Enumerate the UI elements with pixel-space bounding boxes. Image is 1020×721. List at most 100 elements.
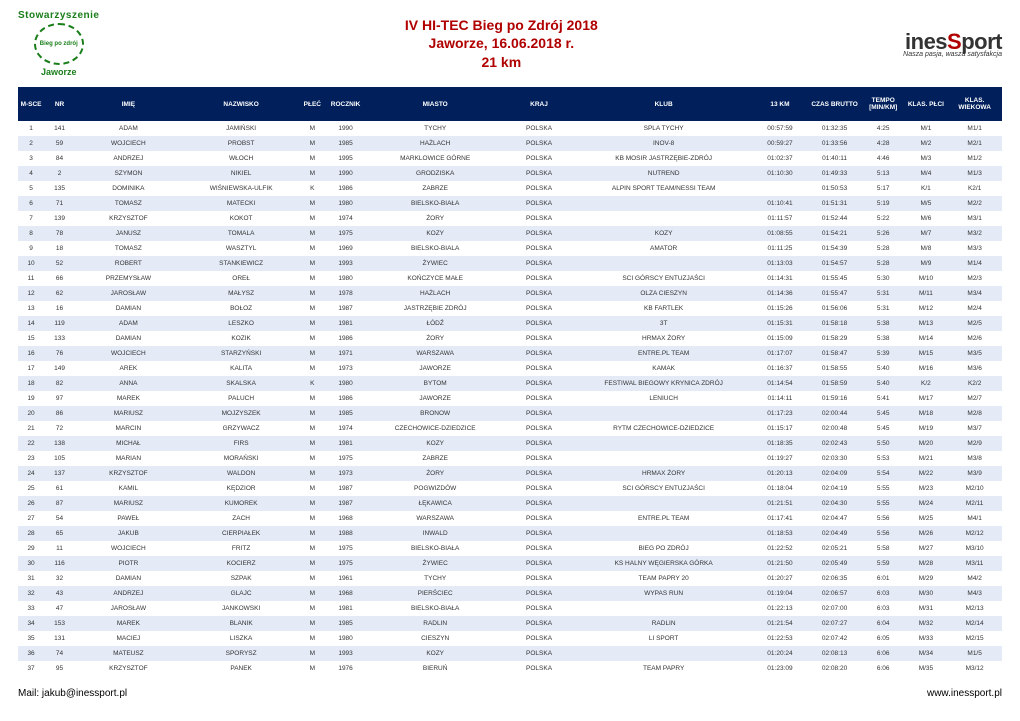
table-cell: PAWEŁ xyxy=(75,511,182,526)
table-cell: 02:07:27 xyxy=(807,616,862,631)
table-cell: BIEG PO ZDRÓJ xyxy=(575,541,753,556)
table-cell: 20 xyxy=(18,406,44,421)
table-cell: M/7 xyxy=(905,226,948,241)
table-row: 7139KRZYSZTOFKOKOTM1974ŻORYPOLSKA01:11:5… xyxy=(18,211,1002,226)
table-cell: M/27 xyxy=(905,541,948,556)
table-cell: M xyxy=(300,121,324,136)
table-cell: JANUSZ xyxy=(75,226,182,241)
table-cell: M1/3 xyxy=(947,166,1002,181)
table-row: 2561KAMILKĘDZIORM1987POGWIZDÓWPOLSKASCI … xyxy=(18,481,1002,496)
table-cell: 22 xyxy=(18,436,44,451)
table-row: 2172MARCINGRZYWACZM1974CZECHOWICE-DZIEDZ… xyxy=(18,421,1002,436)
table-cell: 105 xyxy=(44,451,75,466)
table-cell: 28 xyxy=(18,526,44,541)
table-cell: 6 xyxy=(18,196,44,211)
table-cell: 5:31 xyxy=(862,301,905,316)
table-cell: 6:03 xyxy=(862,601,905,616)
table-cell: 01:21:54 xyxy=(753,616,808,631)
column-header: PŁEĆ xyxy=(300,87,324,121)
table-cell: M/18 xyxy=(905,406,948,421)
table-cell: 01:14:31 xyxy=(753,271,808,286)
table-cell: 2 xyxy=(44,166,75,181)
table-head: M-SCENRIMIĘNAZWISKOPŁEĆROCZNIKMIASTOKRAJ… xyxy=(18,87,1002,121)
table-cell: 16 xyxy=(44,301,75,316)
table-cell: KALITA xyxy=(182,361,301,376)
table-cell: 01:54:57 xyxy=(807,256,862,271)
table-cell: 01:02:37 xyxy=(753,151,808,166)
table-cell: SPORYSZ xyxy=(182,646,301,661)
table-cell: ZACH xyxy=(182,511,301,526)
table-cell: M2/5 xyxy=(947,316,1002,331)
table-cell: M3/8 xyxy=(947,451,1002,466)
table-cell: LISZKA xyxy=(182,631,301,646)
table-cell: KOZY xyxy=(575,226,753,241)
table-cell: 5:22 xyxy=(862,211,905,226)
table-cell: 1985 xyxy=(324,406,367,421)
table-cell: TYCHY xyxy=(367,121,504,136)
table-cell: BOŁOZ xyxy=(182,301,301,316)
table-cell: DAMIAN xyxy=(75,331,182,346)
table-cell: 5:28 xyxy=(862,256,905,271)
table-cell: M/4 xyxy=(905,166,948,181)
table-row: 918TOMASZWASZTYLM1969BIELSKO-BIALAPOLSKA… xyxy=(18,241,1002,256)
table-cell: FRITZ xyxy=(182,541,301,556)
table-cell: M/28 xyxy=(905,556,948,571)
table-cell: KOZIK xyxy=(182,331,301,346)
table-cell: 01:08:55 xyxy=(753,226,808,241)
table-cell: 5:55 xyxy=(862,496,905,511)
table-cell: 02:04:47 xyxy=(807,511,862,526)
table-cell: 1981 xyxy=(324,316,367,331)
table-cell: 139 xyxy=(44,211,75,226)
table-cell: 02:03:30 xyxy=(807,451,862,466)
table-cell: 26 xyxy=(18,496,44,511)
table-cell: 1993 xyxy=(324,256,367,271)
table-cell: 6:03 xyxy=(862,586,905,601)
table-cell: M xyxy=(300,316,324,331)
table-cell: 52 xyxy=(44,256,75,271)
table-cell: 02:06:57 xyxy=(807,586,862,601)
table-cell: 6:04 xyxy=(862,616,905,631)
table-cell: M xyxy=(300,301,324,316)
table-cell: 1975 xyxy=(324,556,367,571)
table-cell: 149 xyxy=(44,361,75,376)
table-cell: 1969 xyxy=(324,241,367,256)
results-table: M-SCENRIMIĘNAZWISKOPŁEĆROCZNIKMIASTOKRAJ… xyxy=(18,87,1002,676)
table-cell: 1993 xyxy=(324,646,367,661)
table-cell: SZPAK xyxy=(182,571,301,586)
footer-mail: Mail: jakub@inessport.pl xyxy=(18,688,127,699)
table-cell: M/13 xyxy=(905,316,948,331)
table-cell: 135 xyxy=(44,181,75,196)
table-cell: M xyxy=(300,256,324,271)
table-cell: 01:11:25 xyxy=(753,241,808,256)
table-cell: 02:07:00 xyxy=(807,601,862,616)
table-cell: GRODZISKA xyxy=(367,166,504,181)
table-cell: HAŻLACH xyxy=(367,286,504,301)
table-cell: M/14 xyxy=(905,331,948,346)
table-cell: 131 xyxy=(44,631,75,646)
table-cell: 5:28 xyxy=(862,241,905,256)
table-cell: RADLIN xyxy=(575,616,753,631)
table-cell: 01:19:27 xyxy=(753,451,808,466)
table-cell: M/11 xyxy=(905,286,948,301)
table-cell: M xyxy=(300,496,324,511)
table-cell: ŁĘKAWICA xyxy=(367,496,504,511)
table-cell: 133 xyxy=(44,331,75,346)
table-cell: 01:10:30 xyxy=(753,166,808,181)
table-cell: M xyxy=(300,586,324,601)
association-label: Stowarzyszenie xyxy=(18,10,99,21)
table-cell: 1974 xyxy=(324,211,367,226)
table-cell: JAMIŃSKI xyxy=(182,121,301,136)
table-cell: 36 xyxy=(18,646,44,661)
table-cell: 02:06:35 xyxy=(807,571,862,586)
table-cell: 116 xyxy=(44,556,75,571)
table-cell: 1980 xyxy=(324,196,367,211)
table-cell: M/6 xyxy=(905,211,948,226)
table-cell: 1980 xyxy=(324,631,367,646)
table-cell: M xyxy=(300,451,324,466)
table-cell: M3/3 xyxy=(947,241,1002,256)
table-row: 1997MAREKPALUCHM1986JAWORZEPOLSKALENIUCH… xyxy=(18,391,1002,406)
table-cell: 8 xyxy=(18,226,44,241)
table-cell: POLSKA xyxy=(503,406,574,421)
table-cell: 1990 xyxy=(324,121,367,136)
table-cell: HRMAX ŻORY xyxy=(575,466,753,481)
